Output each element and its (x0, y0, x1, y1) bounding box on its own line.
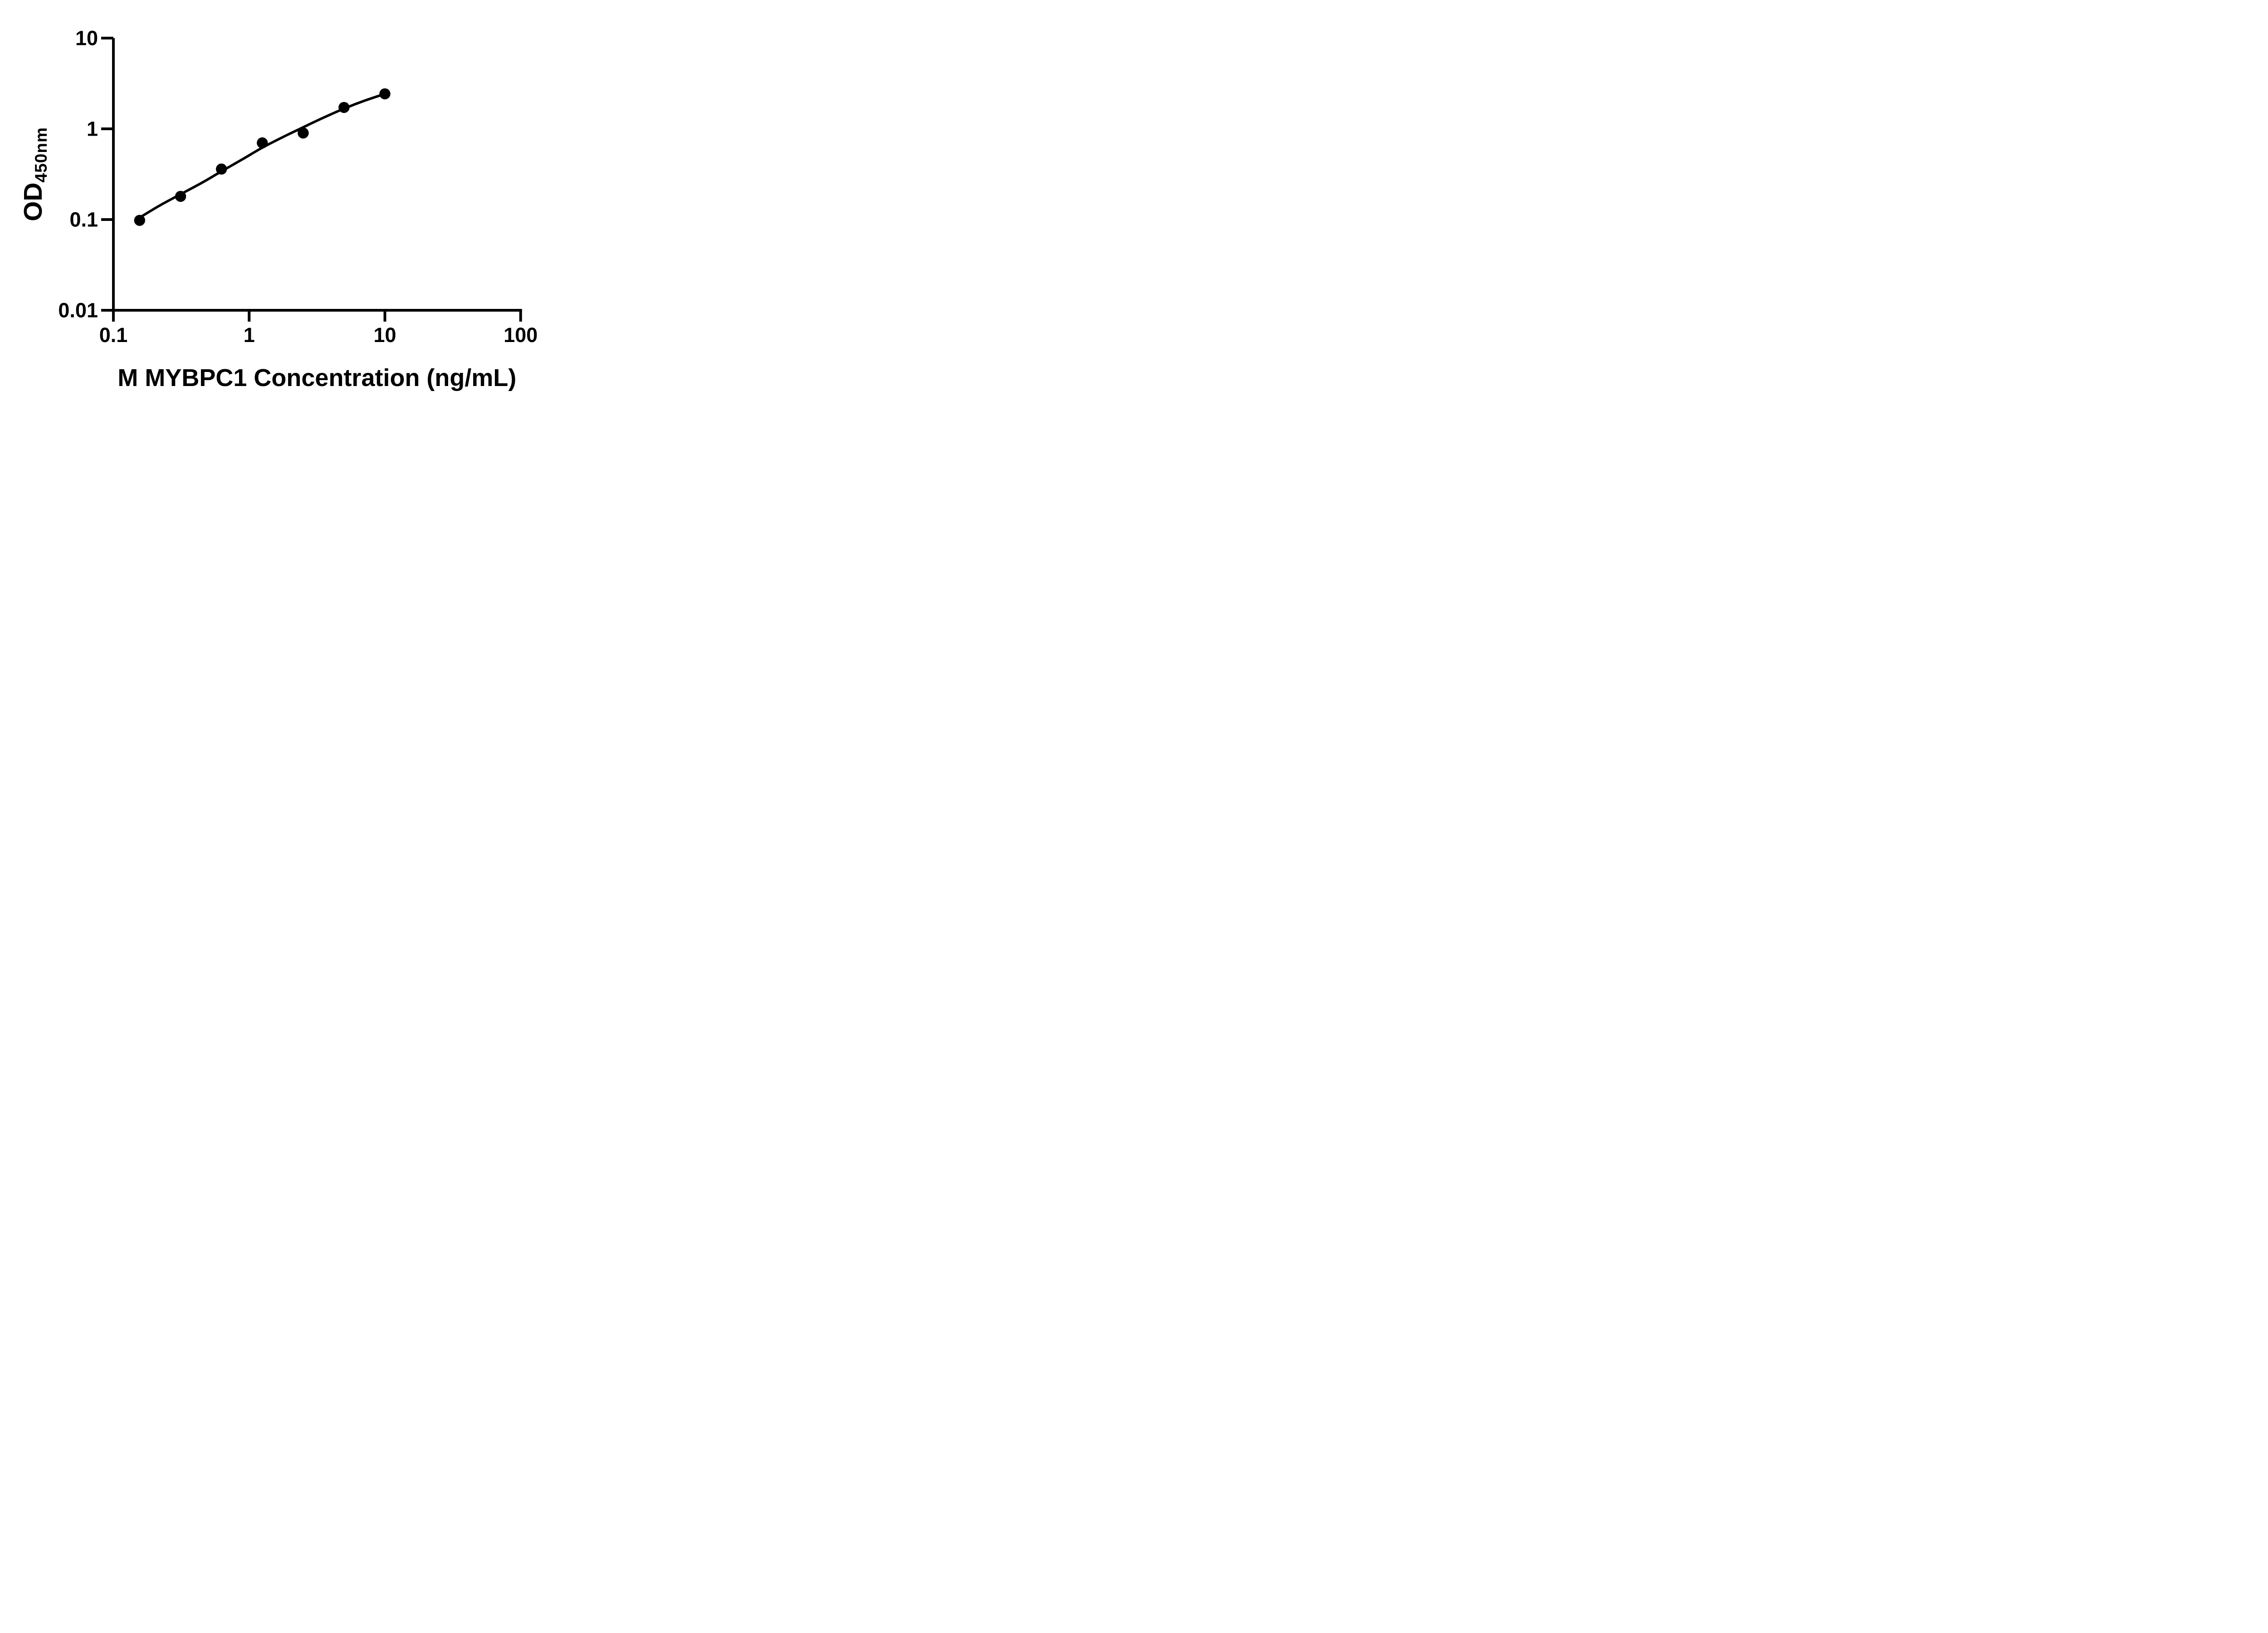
y-axis-title-base: OD (19, 182, 48, 221)
data-point-marker-0.3125ng-mL (175, 191, 186, 202)
y-axis-title: OD450nm (19, 127, 50, 221)
y-tick-label-10: 10 (75, 26, 98, 50)
y-tick-label-0.1: 0.1 (69, 208, 98, 231)
data-point-marker-2.5ng-mL (298, 127, 309, 139)
elisa-standard-curve-figure: 10 1 0.1 0.01 0.1 1 10 100 M MYBPC1 Conc… (0, 0, 583, 408)
data-point-marker-0.156ng-mL (134, 215, 145, 226)
plot-area (101, 37, 522, 322)
x-axis-title: M MYBPC1 Concentration (ng/mL) (117, 366, 516, 390)
y-axis-title-subscript: 450nm (32, 127, 50, 183)
x-tick-label-100: 100 (503, 323, 538, 347)
x-tick-label-1: 1 (243, 323, 255, 347)
data-point-marker-5ng-mL (338, 102, 350, 113)
x-axis-title-text: M MYBPC1 Concentration (ng/mL) (117, 364, 517, 391)
data-point-marker-10ng-mL (379, 88, 391, 100)
y-tick-label-1: 1 (86, 117, 98, 141)
x-tick-label-10: 10 (373, 323, 396, 347)
y-tick-label-0.01: 0.01 (58, 298, 98, 322)
data-point-marker-1.25ng-mL (257, 137, 268, 149)
data-point-marker-0.625ng-mL (216, 163, 227, 175)
x-tick-label-0.1: 0.1 (99, 323, 128, 347)
